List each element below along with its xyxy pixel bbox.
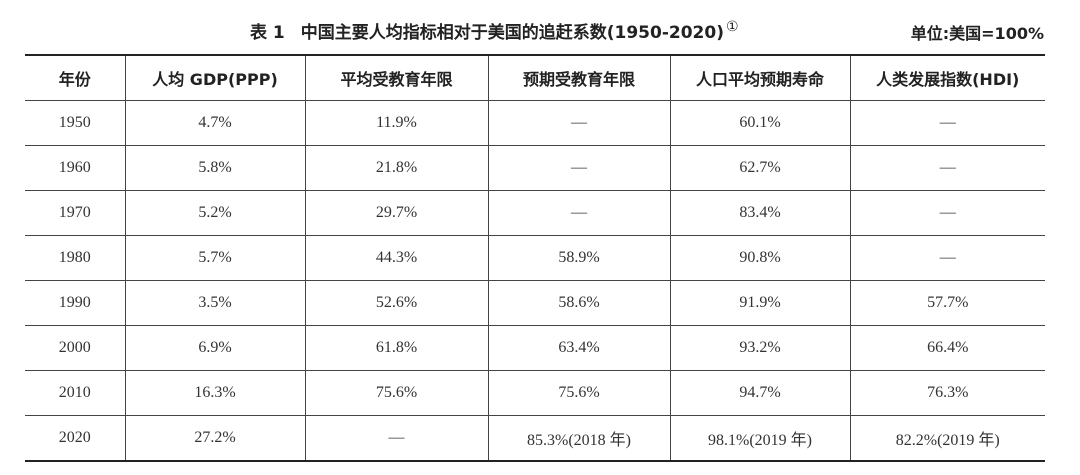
table-cell: 58.9% xyxy=(487,235,670,281)
table-cell: 2000 xyxy=(25,325,125,371)
header-cell: 人均 GDP(PPP) xyxy=(124,55,305,101)
table-cell: 1960 xyxy=(25,145,125,191)
title-text: 中国主要人均指标相对于美国的追赶系数(1950-2020) xyxy=(300,23,724,43)
title-note: ① xyxy=(725,19,739,36)
table-cell: 94.7% xyxy=(669,370,850,416)
table-cell: 5.8% xyxy=(124,145,305,191)
table-row: 1960 5.8% 21.8% —62.7% — xyxy=(25,145,1045,191)
title-label: 表 1 xyxy=(250,23,285,43)
table-cell: 5.2% xyxy=(124,190,305,236)
table-row: 2010 16.3% 75.6% 75.6% 94.7% 76.3% xyxy=(25,370,1045,416)
table-row: 1950 4.7% 11.9% —60.1% — xyxy=(25,100,1045,146)
table-cell: 83.4% xyxy=(669,190,850,236)
table-cell: 2020 xyxy=(25,415,125,462)
table-cell: 66.4% xyxy=(849,325,1045,371)
table-title: 表 1 中国主要人均指标相对于美国的追赶系数(1950-2020) ① xyxy=(250,18,739,43)
header-cell: 预期受教育年限 xyxy=(487,55,670,101)
table-cell: 29.7% xyxy=(304,190,488,236)
table-cell: 58.6% xyxy=(487,280,670,326)
header-cell: 人类发展指数(HDI) xyxy=(849,55,1045,101)
table-cell: 61.8% xyxy=(304,325,488,371)
table-row: 2020 27.2% —85.3%(2018 年) 98.1%(2019 年) 82.2… xyxy=(25,415,1045,462)
table-cell: 90.8% xyxy=(669,235,850,281)
table-cell: 62.7% xyxy=(669,145,850,191)
table-cell: 91.9% xyxy=(669,280,850,326)
table-cell: — xyxy=(487,100,670,146)
table-cell: 3.5% xyxy=(124,280,305,326)
table-cell: — xyxy=(849,190,1045,236)
header-cell: 年份 xyxy=(25,55,125,101)
table-cell: 98.1%(2019 年) xyxy=(669,415,850,462)
table-cell: 21.8% xyxy=(304,145,488,191)
table-row: 1990 3.5% 52.6% 58.6% 91.9% 57.7% xyxy=(25,280,1045,326)
header-cell: 人口平均预期寿命 xyxy=(669,55,850,101)
table-cell: 75.6% xyxy=(487,370,670,416)
table-cell: — xyxy=(487,145,670,191)
table-cell: 85.3%(2018 年) xyxy=(487,415,670,462)
table-row: 1980 5.7% 44.3% 58.9% 90.8% — xyxy=(25,235,1045,281)
table-cell: 1980 xyxy=(25,235,125,281)
table-cell: 4.7% xyxy=(124,100,305,146)
table-cell: 82.2%(2019 年) xyxy=(849,415,1045,462)
table-cell: 76.3% xyxy=(849,370,1045,416)
table-body: 1950 4.7% 11.9% —60.1% —1960 5.8% 21.8% —62.7% —… xyxy=(25,100,1045,462)
table-row: 2000 6.9% 61.8% 63.4% 93.2% 66.4% xyxy=(25,325,1045,371)
table-cell: — xyxy=(849,235,1045,281)
table-cell: 75.6% xyxy=(304,370,488,416)
table-cell: 1990 xyxy=(25,280,125,326)
table-cell: 1970 xyxy=(25,190,125,236)
table-cell: 60.1% xyxy=(669,100,850,146)
header-cell: 平均受教育年限 xyxy=(304,55,488,101)
table-row: 1970 5.2% 29.7% —83.4% — xyxy=(25,190,1045,236)
table-cell: 1950 xyxy=(25,100,125,146)
table-cell: 44.3% xyxy=(304,235,488,281)
table-cell: 93.2% xyxy=(669,325,850,371)
table-cell: 16.3% xyxy=(124,370,305,416)
table-cell: 5.7% xyxy=(124,235,305,281)
table-cell: — xyxy=(849,100,1045,146)
data-table: 年份 人均 GDP(PPP) 平均受教育年限 预期受教育年限 人口平均预期寿命 人类发展指… xyxy=(25,54,1045,462)
table-cell: — xyxy=(304,415,488,462)
table-cell: — xyxy=(487,190,670,236)
table-cell: 11.9% xyxy=(304,100,488,146)
table-cell: 52.6% xyxy=(304,280,488,326)
table-cell: — xyxy=(849,145,1045,191)
table-cell: 2010 xyxy=(25,370,125,416)
table-cell: 63.4% xyxy=(487,325,670,371)
table-cell: 27.2% xyxy=(124,415,305,462)
header-row: 年份 人均 GDP(PPP) 平均受教育年限 预期受教育年限 人口平均预期寿命 人类发展指… xyxy=(25,55,1045,101)
table-cell: 6.9% xyxy=(124,325,305,371)
table-cell: 57.7% xyxy=(849,280,1045,326)
unit-note: 单位:美国=100% xyxy=(910,24,1044,43)
